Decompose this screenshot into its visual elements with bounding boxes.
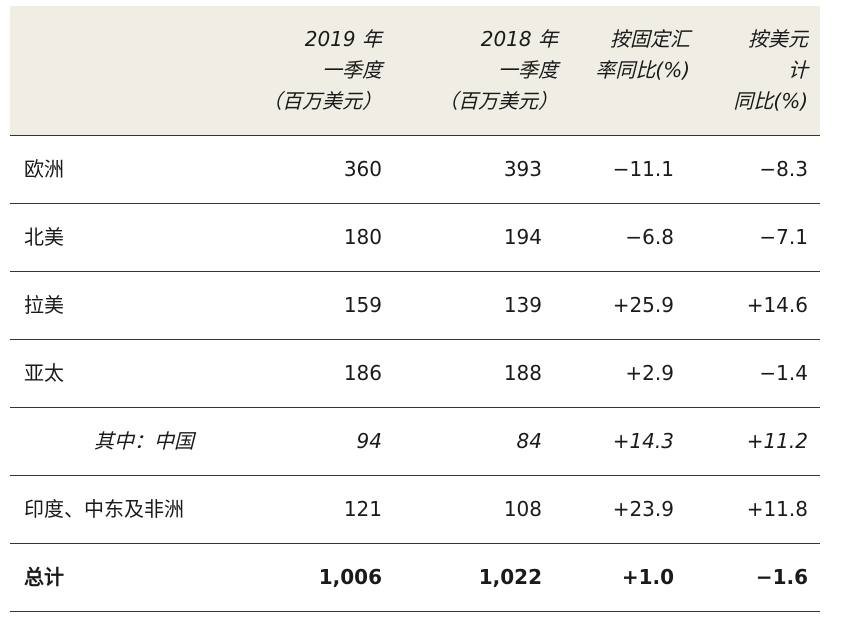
value-2019: 121 bbox=[343, 497, 382, 521]
region-label: 北美 bbox=[24, 225, 64, 249]
region-label: 其中：中国 bbox=[94, 429, 194, 453]
value-2018: 84 bbox=[516, 429, 542, 453]
value-2019: 186 bbox=[343, 361, 382, 385]
region-label: 总计 bbox=[24, 565, 64, 589]
value-fx-yoy: +25.9 bbox=[612, 293, 674, 317]
value-usd-yoy: −1.6 bbox=[755, 565, 808, 589]
value-fx-yoy: +14.3 bbox=[612, 429, 674, 453]
value-2018: 393 bbox=[503, 157, 542, 181]
value-fx-yoy: +2.9 bbox=[625, 361, 674, 385]
value-2019: 159 bbox=[343, 293, 382, 317]
table-row-europe: 欧洲 360 393 −11.1 −8.3 bbox=[10, 136, 820, 204]
value-2018: 139 bbox=[503, 293, 542, 317]
value-2018: 108 bbox=[503, 497, 542, 521]
table-row-china: 其中：中国 94 84 +14.3 +11.2 bbox=[10, 408, 820, 476]
region-label: 欧洲 bbox=[24, 157, 64, 181]
value-usd-yoy: +11.8 bbox=[746, 497, 808, 521]
regional-sales-table: 2019 年 一季度 （百万美元） 2018 年 一季度 （百万美元） 按固定汇… bbox=[10, 6, 820, 612]
header-2019-q1: 2019 年 一季度 （百万美元） bbox=[262, 27, 382, 113]
value-2018: 1,022 bbox=[478, 565, 542, 589]
header-constant-fx-yoy: 按固定汇 率同比(%) bbox=[595, 27, 690, 82]
value-usd-yoy: −7.1 bbox=[759, 225, 808, 249]
region-label: 拉美 bbox=[24, 293, 64, 317]
region-label: 印度、中东及非洲 bbox=[24, 497, 184, 521]
value-2019: 360 bbox=[343, 157, 382, 181]
value-fx-yoy: −6.8 bbox=[625, 225, 674, 249]
value-usd-yoy: +14.6 bbox=[746, 293, 808, 317]
value-2019: 1,006 bbox=[318, 565, 382, 589]
value-fx-yoy: +1.0 bbox=[621, 565, 674, 589]
region-label: 亚太 bbox=[24, 361, 64, 385]
value-fx-yoy: −11.1 bbox=[612, 157, 674, 181]
value-2019: 180 bbox=[343, 225, 382, 249]
header-usd-yoy: 按美元 计 同比(%) bbox=[733, 27, 808, 113]
value-fx-yoy: +23.9 bbox=[612, 497, 674, 521]
value-usd-yoy: +11.2 bbox=[746, 429, 808, 453]
table-row-imea: 印度、中东及非洲 121 108 +23.9 +11.8 bbox=[10, 476, 820, 544]
value-2019: 94 bbox=[356, 429, 382, 453]
value-usd-yoy: −8.3 bbox=[759, 157, 808, 181]
table-row-asia-pacific: 亚太 186 188 +2.9 −1.4 bbox=[10, 340, 820, 408]
header-2018-q1: 2018 年 一季度 （百万美元） bbox=[438, 27, 558, 113]
value-2018: 194 bbox=[503, 225, 542, 249]
value-usd-yoy: −1.4 bbox=[759, 361, 808, 385]
table-row-total: 总计 1,006 1,022 +1.0 −1.6 bbox=[10, 544, 820, 612]
table-row-north-america: 北美 180 194 −6.8 −7.1 bbox=[10, 204, 820, 272]
table-header: 2019 年 一季度 （百万美元） 2018 年 一季度 （百万美元） 按固定汇… bbox=[10, 6, 820, 136]
value-2018: 188 bbox=[503, 361, 542, 385]
table-row-latin-america: 拉美 159 139 +25.9 +14.6 bbox=[10, 272, 820, 340]
